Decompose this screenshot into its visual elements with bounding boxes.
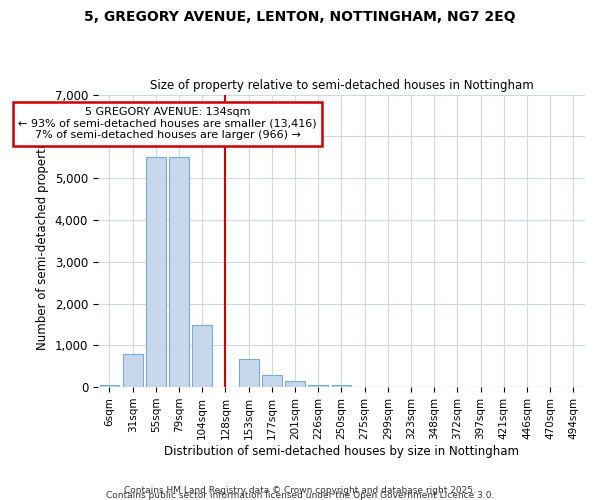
Bar — [239, 358, 259, 387]
Bar — [308, 385, 328, 387]
X-axis label: Distribution of semi-detached houses by size in Nottingham: Distribution of semi-detached houses by … — [164, 444, 519, 458]
Bar — [146, 157, 166, 387]
Bar — [193, 325, 212, 387]
Text: 5, GREGORY AVENUE, LENTON, NOTTINGHAM, NG7 2EQ: 5, GREGORY AVENUE, LENTON, NOTTINGHAM, N… — [84, 10, 516, 24]
Text: 5 GREGORY AVENUE: 134sqm
← 93% of semi-detached houses are smaller (13,416)
7% o: 5 GREGORY AVENUE: 134sqm ← 93% of semi-d… — [18, 107, 317, 140]
Bar — [262, 376, 282, 387]
Bar — [332, 386, 352, 387]
Bar — [100, 385, 119, 387]
Text: Contains public sector information licensed under the Open Government Licence 3.: Contains public sector information licen… — [106, 491, 494, 500]
Bar — [285, 381, 305, 387]
Y-axis label: Number of semi-detached properties: Number of semi-detached properties — [36, 132, 49, 350]
Text: Contains HM Land Registry data © Crown copyright and database right 2025.: Contains HM Land Registry data © Crown c… — [124, 486, 476, 495]
Bar — [123, 354, 143, 387]
Title: Size of property relative to semi-detached houses in Nottingham: Size of property relative to semi-detach… — [149, 79, 533, 92]
Bar — [169, 157, 189, 387]
